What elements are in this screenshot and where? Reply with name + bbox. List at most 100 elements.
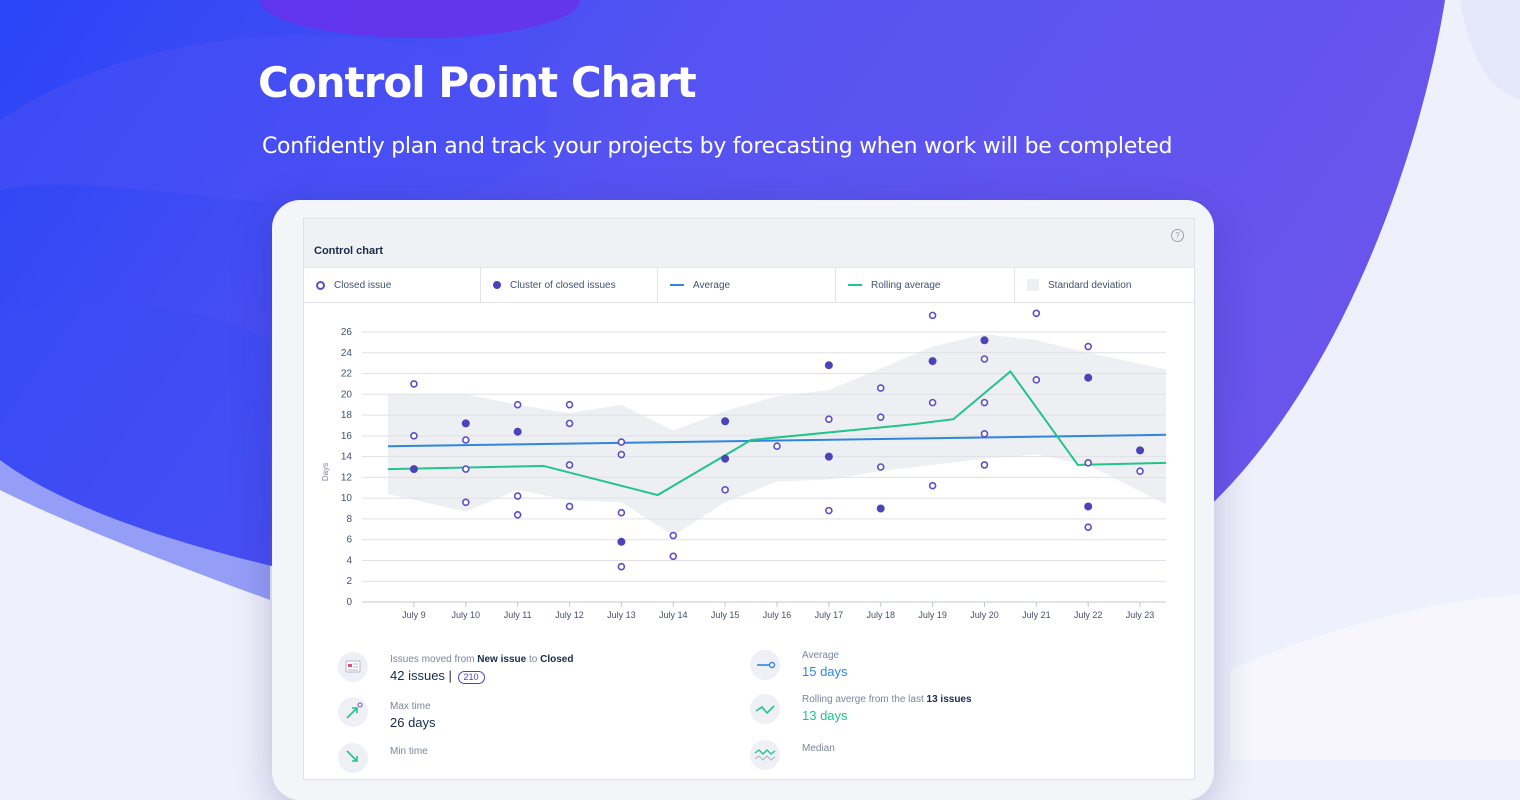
green-line-icon	[848, 284, 862, 286]
x-tick-label: July 16	[763, 610, 792, 620]
legend-item-average[interactable]: Average	[658, 268, 836, 302]
legend-label: Cluster of closed issues	[510, 279, 616, 291]
x-tick-label: July 20	[970, 610, 999, 620]
cluster-point	[409, 465, 418, 474]
legend-item-closed-issue[interactable]: Closed issue	[304, 268, 481, 302]
y-tick-label: 0	[346, 597, 352, 608]
x-tick-label: July 12	[555, 610, 584, 620]
control-chart-panel: Control chart ? Closed issue Cluster of …	[303, 218, 1195, 780]
std-deviation-band	[388, 334, 1166, 536]
x-tick-label: July 14	[659, 610, 688, 620]
stat-median-label: Median	[802, 743, 835, 754]
rolling-average-line	[387, 370, 1167, 497]
closed-issue-point	[1084, 523, 1093, 532]
cluster-point	[1136, 446, 1145, 455]
y-tick-label: 12	[341, 472, 353, 483]
stat-max-time-value: 26 days	[390, 715, 436, 730]
y-tick-label: 2	[346, 576, 352, 587]
y-tick-label: 20	[341, 389, 353, 400]
closed-issue-point	[617, 450, 626, 459]
closed-issue-point	[980, 398, 989, 407]
cluster-point	[461, 419, 470, 428]
closed-issue-point	[513, 400, 522, 409]
closed-issue-point	[669, 531, 678, 540]
cluster-point	[980, 336, 989, 345]
y-tick-label: 10	[341, 493, 353, 504]
closed-issue-point	[980, 461, 989, 469]
closed-issue-point	[565, 502, 574, 511]
closed-issue-point	[410, 432, 418, 440]
median-wave-icon	[750, 740, 780, 770]
closed-issue-point	[825, 506, 833, 515]
closed-issue-point	[721, 486, 729, 494]
closed-issue-point	[876, 384, 885, 392]
x-tick-label: July 19	[918, 610, 947, 620]
blue-line-icon	[670, 284, 684, 286]
hero-title: Control Point Chart	[258, 58, 697, 107]
legend-item-standard-deviation[interactable]: Standard deviation	[1015, 268, 1194, 302]
y-tick-label: 22	[341, 369, 353, 380]
cluster-point	[721, 417, 730, 426]
legend-label: Average	[693, 279, 731, 291]
average-line	[387, 433, 1167, 448]
closed-issue-point	[1084, 459, 1093, 467]
cluster-point	[1084, 373, 1093, 382]
x-tick-label: July 9	[402, 610, 426, 620]
y-axis-label: Days	[321, 463, 330, 481]
closed-issue-point	[1084, 342, 1093, 351]
closed-issue-point	[876, 413, 885, 421]
stat-average-label: Average	[802, 650, 840, 661]
stat-min-time-label: Min time	[390, 746, 428, 757]
stat-max-time-label: Max time	[390, 701, 431, 712]
closed-issue-point	[980, 355, 989, 363]
y-tick-label: 18	[341, 410, 353, 421]
y-tick-label: 4	[346, 555, 352, 566]
stat-rolling-value: 13 days	[802, 708, 848, 723]
closed-issue-point	[513, 492, 522, 500]
chart-legend: Closed issue Cluster of closed issues Av…	[304, 268, 1194, 303]
closed-issue-point	[462, 465, 470, 473]
trend-down-icon	[338, 743, 368, 773]
legend-label: Standard deviation	[1048, 279, 1132, 291]
hero-subtitle: Confidently plan and track your projects…	[262, 134, 1173, 159]
legend-label: Closed issue	[334, 279, 392, 291]
stat-issues-label: Issues moved from New issue to Closed	[390, 654, 574, 665]
legend-item-rolling-average[interactable]: Rolling average	[836, 268, 1015, 302]
rolling-line-icon	[750, 694, 780, 724]
closed-issue-point	[1136, 467, 1144, 475]
issues-badge[interactable]: 210	[457, 671, 485, 684]
x-tick-label: July 18	[866, 610, 895, 620]
closed-issue-point	[617, 562, 626, 571]
y-tick-label: 26	[341, 327, 353, 338]
stat-issues-value: 42 issues | 210	[390, 668, 485, 684]
x-tick-label: July 21	[1022, 610, 1051, 620]
filled-circle-icon	[493, 281, 501, 289]
x-tick-label: July 11	[504, 610, 532, 620]
y-tick-label: 8	[346, 514, 352, 525]
closed-issue-point	[928, 481, 937, 490]
closed-issue-point	[565, 400, 574, 409]
cluster-point	[824, 361, 833, 370]
cluster-point	[1084, 502, 1093, 511]
x-tick-label: July 17	[815, 610, 844, 620]
gray-square-icon	[1027, 279, 1039, 291]
legend-item-cluster[interactable]: Cluster of closed issues	[481, 268, 658, 302]
closed-issue-point	[1032, 375, 1041, 384]
stat-rolling-label: Rolling averge from the last 13 issues	[802, 694, 972, 705]
closed-issue-point	[617, 508, 626, 517]
closed-issue-point	[876, 463, 885, 471]
closed-issue-point	[565, 419, 574, 428]
cluster-point	[721, 454, 730, 463]
closed-issue-point	[462, 498, 470, 507]
closed-issue-point	[513, 510, 522, 519]
cluster-point	[513, 427, 522, 436]
open-circle-icon	[316, 280, 325, 290]
trend-up-icon	[338, 697, 368, 727]
issue-card-icon	[338, 652, 368, 682]
cluster-point	[617, 537, 626, 546]
question-circle-icon[interactable]: ?	[1171, 229, 1184, 242]
y-tick-label: 14	[341, 452, 353, 463]
closed-issue-point	[565, 461, 574, 469]
x-tick-label: July 22	[1074, 610, 1103, 620]
